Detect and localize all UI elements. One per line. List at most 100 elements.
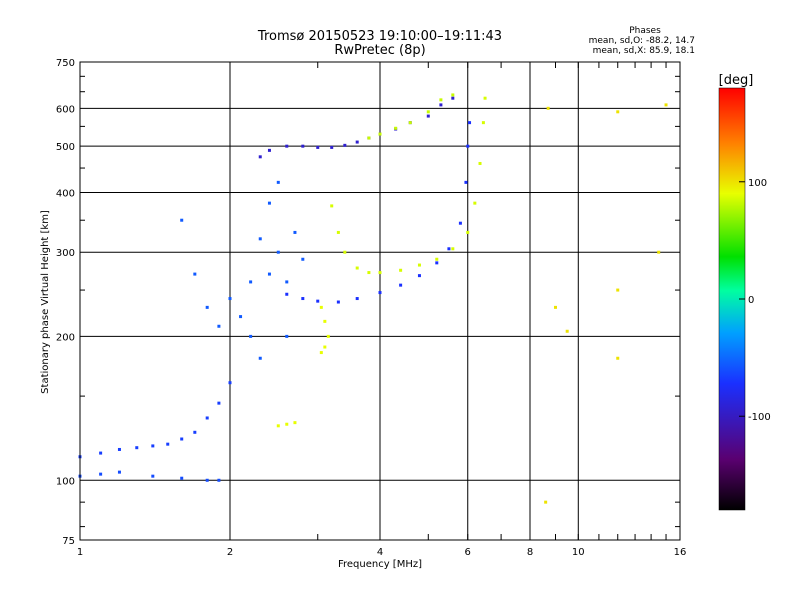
data-point <box>285 422 289 426</box>
data-point <box>258 356 262 360</box>
x-tick-label: 1 <box>77 547 83 558</box>
data-point <box>293 230 297 234</box>
data-point <box>285 144 289 148</box>
data-point <box>267 272 271 276</box>
data-point <box>466 230 470 234</box>
data-point <box>355 297 359 301</box>
data-point <box>451 93 455 97</box>
data-point <box>451 247 455 251</box>
data-point <box>276 180 280 184</box>
data-point <box>426 114 430 118</box>
data-point <box>319 305 323 309</box>
data-point <box>205 478 209 482</box>
y-tick-label: 750 <box>56 58 75 69</box>
colorbar-ticks: -100 0 100 <box>739 178 771 423</box>
phase-stats-x: mean, sd,X: 85.9, 18.1 <box>593 46 695 56</box>
data-point <box>483 96 487 100</box>
data-point <box>451 96 455 100</box>
data-point <box>408 121 412 125</box>
data-point <box>217 478 221 482</box>
data-point <box>330 145 334 149</box>
data-point <box>285 334 289 338</box>
data-point <box>355 140 359 144</box>
data-point <box>399 283 403 287</box>
colorbar-tick-label: 100 <box>748 178 767 189</box>
data-point <box>326 334 330 338</box>
data-point <box>565 329 569 333</box>
data-point <box>249 280 253 284</box>
data-point <box>267 148 271 152</box>
data-point <box>355 266 359 270</box>
data-point <box>323 345 327 349</box>
data-point <box>319 351 323 355</box>
data-point <box>228 381 232 385</box>
data-point <box>343 250 347 254</box>
data-point <box>166 442 170 446</box>
grid-layer <box>80 62 680 540</box>
data-point <box>616 110 620 114</box>
colorbar-tick-label: 0 <box>748 295 754 306</box>
y-tick-label: 500 <box>56 142 75 153</box>
data-point <box>99 472 103 476</box>
data-point <box>546 106 550 110</box>
x-tick-label: 6 <box>465 547 471 558</box>
tick-layer: 1 2 4 6 8 10 16 75 100 200 300 400 500 600 750 <box>56 58 686 558</box>
x-tick-label: 4 <box>377 547 383 558</box>
data-point <box>135 446 139 450</box>
phase-stats-title: Phases <box>629 26 661 36</box>
data-point <box>439 98 443 102</box>
data-point <box>616 288 620 292</box>
chart-subtitle: RwPretec (8p) <box>334 43 425 58</box>
chart-title: Tromsø 20150523 19:10:00–19:11:43 <box>257 29 502 44</box>
data-point <box>193 272 197 276</box>
data-point <box>180 476 184 480</box>
data-point <box>336 230 340 234</box>
data-point <box>616 356 620 360</box>
data-point <box>435 257 439 261</box>
data-point <box>343 143 347 147</box>
data-point <box>447 247 451 251</box>
y-tick-label: 200 <box>56 332 75 343</box>
data-point <box>267 201 271 205</box>
data-point <box>417 274 421 278</box>
data-point <box>394 126 398 130</box>
data-point <box>316 299 320 303</box>
data-point <box>464 180 468 184</box>
data-point <box>426 110 430 114</box>
data-point <box>258 155 262 159</box>
data-point <box>378 271 382 275</box>
data-point <box>276 250 280 254</box>
data-point <box>323 319 327 323</box>
data-point <box>367 271 371 275</box>
data-point <box>180 218 184 222</box>
data-point <box>99 451 103 455</box>
data-point <box>664 103 668 107</box>
data-point <box>258 237 262 241</box>
colorbar-label: [deg] <box>719 73 754 88</box>
y-tick-label: 400 <box>56 188 75 199</box>
data-point <box>481 121 485 125</box>
x-tick-label: 2 <box>227 547 233 558</box>
data-point <box>285 280 289 284</box>
data-point <box>544 500 548 504</box>
data-point <box>151 444 155 448</box>
data-point <box>367 136 371 140</box>
y-tick-label: 100 <box>56 476 75 487</box>
data-point <box>205 416 209 420</box>
data-point <box>473 201 477 205</box>
data-point <box>217 324 221 328</box>
data-point <box>435 261 439 265</box>
data-point <box>180 437 184 441</box>
y-tick-label: 75 <box>62 536 75 547</box>
data-point <box>657 250 661 254</box>
y-axis-label: Stationary phase Virtual Height [km] <box>40 210 51 394</box>
data-point <box>417 263 421 267</box>
data-point <box>293 421 297 425</box>
data-point <box>276 424 280 428</box>
data-point <box>336 300 340 304</box>
data-point <box>468 121 472 125</box>
data-point <box>117 447 121 451</box>
x-tick-label: 10 <box>572 547 585 558</box>
data-point <box>466 144 470 148</box>
